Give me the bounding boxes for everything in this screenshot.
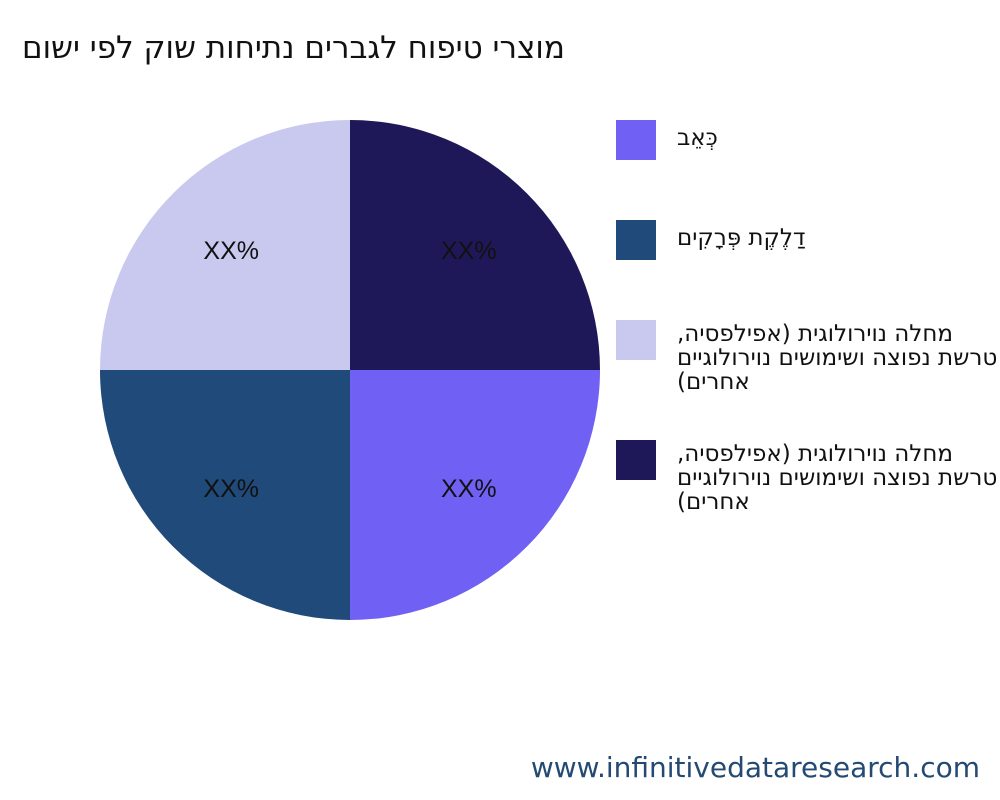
slice-value-label: XX% <box>203 237 259 265</box>
slice-value-label: XX% <box>441 475 497 503</box>
slice-value-label: XX% <box>203 475 259 503</box>
pie-slice <box>100 370 350 620</box>
pie-slice <box>350 370 600 620</box>
pie-slice <box>350 120 600 370</box>
slice-value-label: XX% <box>441 237 497 265</box>
watermark: www.infinitivedataresearch.com <box>530 751 980 784</box>
pie-slice <box>100 120 350 370</box>
chart-title: מוצרי טיפוח לגברים נתיחות שוק לפי ישום <box>22 30 565 66</box>
